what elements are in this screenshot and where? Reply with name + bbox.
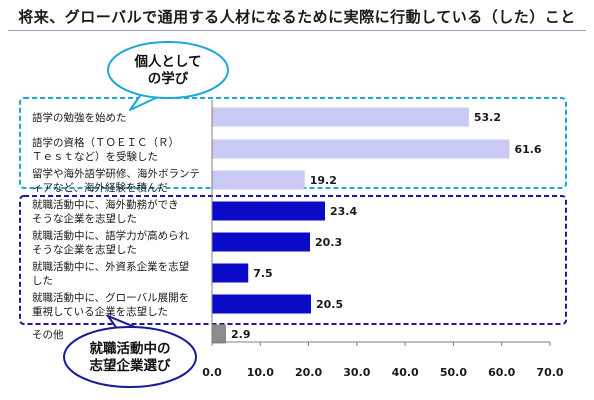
category-label-5: 就職活動中に、語学力が高められそうな企業を志望した	[32, 229, 190, 256]
bar-7	[212, 294, 311, 314]
callout-label-1: 個人としての学び	[133, 53, 201, 87]
value-label-2: 61.6	[514, 143, 541, 156]
category-label-1: 語学の勉強を始めた	[32, 111, 127, 124]
bar-6	[212, 263, 249, 283]
bar-3	[212, 170, 305, 190]
bar-2	[212, 139, 510, 159]
bar-8	[212, 324, 227, 344]
callout-bubble-2	[63, 326, 197, 388]
bar-4	[212, 201, 325, 221]
callout-label-2: 就職活動中の志望企業選び	[90, 340, 171, 374]
group-box-1	[19, 97, 567, 189]
x-tick-label-4: 40.0	[392, 366, 419, 379]
category-label-4: 就職活動中に、海外勤務ができそうな企業を志望した	[32, 198, 179, 225]
callout-2: 就職活動中の志望企業選び	[63, 315, 197, 388]
x-tick-label-2: 20.0	[295, 366, 322, 379]
category-label-2: 語学の資格（ＴＯＥＩＣ（Ｒ）Ｔｅｓｔなど）を受験した	[32, 136, 179, 163]
x-tick-label-7: 70.0	[536, 366, 563, 379]
bar-1	[212, 107, 469, 127]
callout-bubble-1	[107, 41, 229, 99]
chart-title: 将来、グローバルで通用する人材になるために実際に行動している（した）こと	[18, 8, 576, 26]
value-label-3: 19.2	[310, 174, 337, 187]
x-tick-label-6: 60.0	[488, 366, 515, 379]
callout-1: 個人としての学び	[107, 41, 229, 111]
category-label-7: 就職活動中に、グローバル展開を重視している企業を志望した	[32, 291, 189, 318]
value-label-4: 23.4	[330, 205, 357, 218]
value-label-8: 2.9	[231, 328, 251, 341]
category-label-3: 留学や海外語学研修、海外ボランティアなど、海外経験を積んだ	[32, 167, 200, 194]
category-label-8: その他	[32, 328, 64, 341]
group-box-2	[19, 195, 567, 325]
value-label-5: 20.3	[315, 236, 342, 249]
title-divider	[8, 30, 586, 31]
x-tick-label-3: 30.0	[343, 366, 370, 379]
category-label-6: 就職活動中に、外資系企業を志望した	[32, 260, 189, 287]
x-tick-label-5: 50.0	[440, 366, 467, 379]
x-tick-label-0: 0.0	[202, 366, 222, 379]
value-label-6: 7.5	[253, 267, 273, 280]
x-tick-label-1: 10.0	[247, 366, 274, 379]
value-label-1: 53.2	[474, 111, 501, 124]
bar-5	[212, 232, 311, 252]
value-label-7: 20.5	[316, 298, 343, 311]
